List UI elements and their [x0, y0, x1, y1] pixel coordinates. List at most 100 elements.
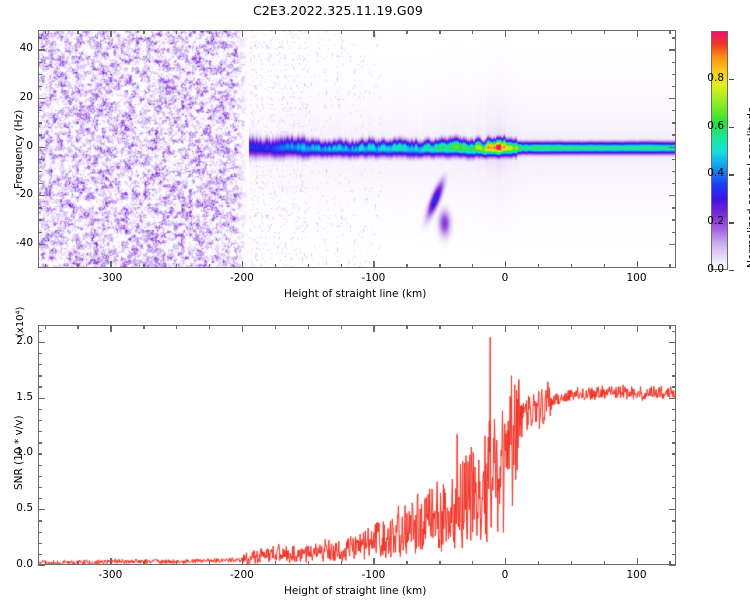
colorbar-tick-label: 0.4: [707, 167, 724, 180]
axis-tick: [209, 325, 211, 329]
snr-plot-area: [38, 325, 676, 565]
axis-tick: [38, 364, 42, 366]
snr-canvas: [39, 326, 675, 564]
axis-tick-label: 1.5: [16, 390, 33, 403]
axis-tick: [669, 341, 676, 344]
snr-yaxis-label: SNR (10 * v/v): [13, 415, 25, 490]
axis-tick: [603, 264, 605, 268]
axis-tick-label: -300: [98, 272, 123, 284]
axis-tick-label: 40: [19, 42, 33, 55]
axis-tick-label: -300: [98, 569, 123, 581]
axis-tick: [669, 397, 676, 399]
axis-tick: [44, 264, 46, 268]
axis-tick: [570, 561, 573, 565]
axis-tick: [38, 73, 42, 75]
axis-tick: [38, 498, 42, 500]
colorbar-gradient: [712, 32, 727, 269]
axis-tick: [340, 325, 342, 329]
axis-tick: [439, 264, 441, 268]
axis-tick: [38, 183, 42, 185]
axis-tick: [472, 264, 474, 268]
axis-tick: [38, 531, 42, 533]
axis-tick: [38, 122, 42, 124]
snr-xaxis-label: Height of straight line (km): [284, 585, 427, 597]
axis-tick: [504, 558, 507, 565]
axis-tick: [603, 561, 605, 565]
axis-tick: [406, 561, 408, 565]
axis-tick: [406, 325, 408, 329]
axis-tick: [669, 325, 671, 329]
figure-title: C2E3.2022.325.11.19.G09: [252, 3, 424, 18]
axis-tick: [672, 110, 676, 112]
axis-tick: [38, 170, 42, 173]
axis-tick: [38, 243, 45, 245]
axis-tick: [406, 30, 408, 34]
axis-tick: [669, 195, 676, 197]
axis-tick-label: -100: [361, 272, 386, 284]
colorbar: [711, 31, 728, 270]
axis-tick: [669, 146, 676, 148]
axis-tick: [636, 261, 638, 268]
axis-tick: [77, 30, 79, 34]
colorbar-tick-label: 0.8: [707, 71, 724, 84]
axis-tick: [669, 49, 676, 51]
axis-tick: [669, 98, 676, 100]
axis-tick: [77, 264, 79, 268]
axis-tick: [38, 486, 42, 489]
axis-tick: [672, 183, 676, 185]
axis-tick: [672, 73, 676, 75]
axis-tick: [38, 431, 42, 433]
axis-tick: [504, 261, 507, 268]
axis-tick: [77, 325, 79, 329]
axis-tick: [176, 561, 178, 565]
axis-tick-label: 1.0: [16, 446, 33, 459]
axis-tick: [672, 122, 676, 124]
axis-tick: [38, 419, 42, 422]
axis-tick: [307, 561, 309, 565]
axis-tick: [672, 442, 676, 444]
axis-tick: [209, 561, 211, 565]
axis-tick: [274, 561, 277, 565]
axis-tick: [373, 261, 375, 268]
spectrogram-xaxis-label: Height of straight line (km): [284, 288, 427, 300]
colorbar-tick: [729, 174, 734, 176]
axis-tick: [669, 565, 676, 567]
axis-tick: [38, 475, 42, 477]
axis-tick: [603, 30, 605, 34]
axis-tick: [307, 30, 309, 34]
axis-tick-label: 100: [626, 569, 647, 581]
colorbar-tick: [729, 78, 734, 81]
axis-tick: [176, 30, 178, 34]
axis-tick: [672, 408, 676, 411]
axis-tick: [672, 419, 676, 422]
axis-tick: [672, 61, 676, 63]
axis-tick: [44, 561, 46, 565]
axis-tick-label: 2.0: [16, 334, 33, 347]
axis-tick: [110, 30, 112, 37]
axis-tick: [307, 325, 309, 329]
axis-tick: [537, 30, 540, 34]
axis-tick: [439, 325, 441, 329]
axis-tick: [570, 30, 573, 34]
axis-tick: [603, 325, 605, 329]
colorbar-tick-label: 0.6: [707, 119, 724, 132]
axis-tick: [672, 330, 676, 332]
axis-tick: [340, 561, 342, 565]
axis-tick: [38, 158, 42, 160]
axis-tick: [38, 49, 45, 51]
axis-tick-label: -200: [229, 272, 254, 284]
axis-tick: [38, 442, 42, 444]
axis-tick: [38, 146, 45, 148]
axis-tick: [307, 264, 309, 268]
axis-tick-label: 100: [626, 272, 647, 284]
axis-tick: [672, 464, 676, 466]
axis-tick: [672, 453, 676, 455]
axis-tick: [38, 453, 42, 455]
colorbar-tick-label: 0.2: [707, 215, 724, 228]
axis-tick: [143, 264, 145, 268]
axis-tick: [110, 325, 112, 332]
snr-multiplier-label: (x10⁴): [15, 306, 26, 337]
axis-tick: [672, 386, 676, 388]
axis-tick: [672, 431, 676, 433]
axis-tick: [176, 264, 178, 268]
